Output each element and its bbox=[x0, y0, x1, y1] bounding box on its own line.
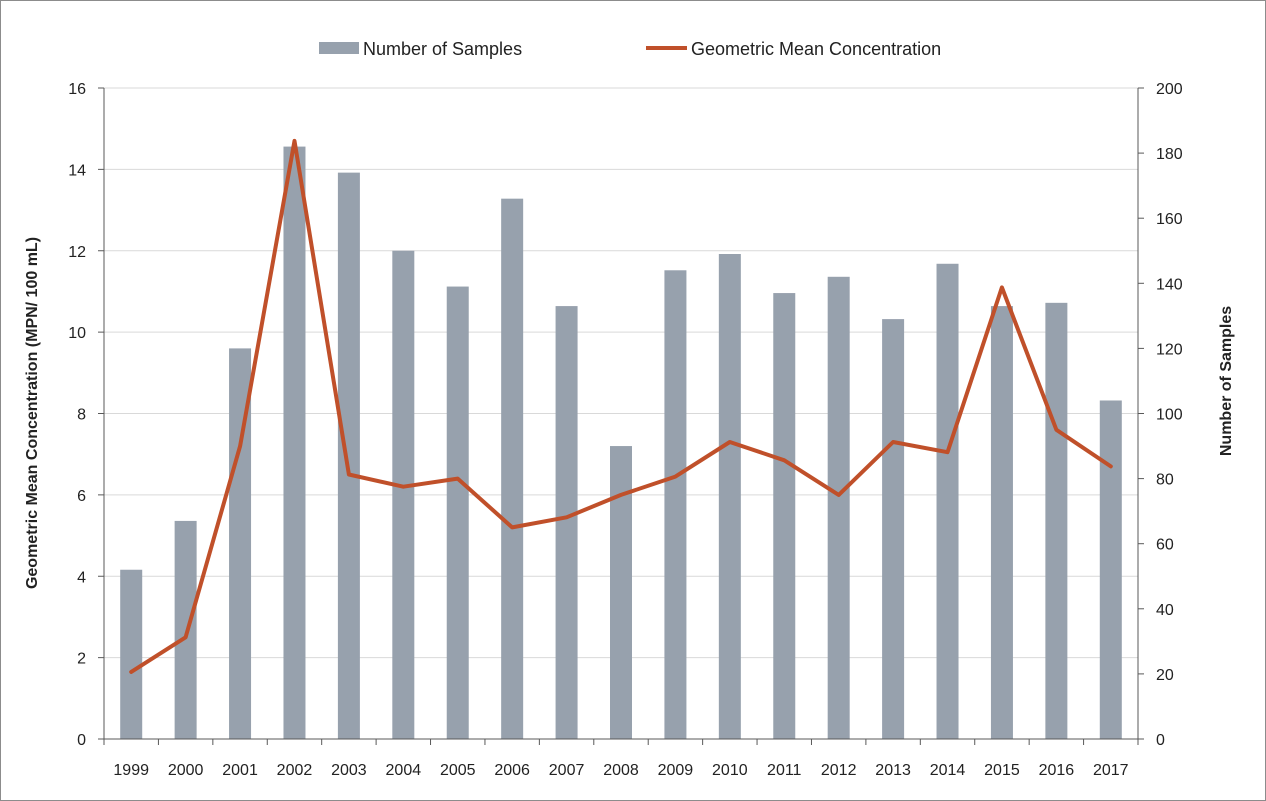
line-point-2008 bbox=[619, 493, 623, 497]
bar-2009 bbox=[664, 270, 687, 739]
left-tick-label-4: 4 bbox=[77, 569, 86, 586]
right-tick-label-140: 140 bbox=[1156, 276, 1183, 293]
line-point-2002 bbox=[292, 139, 296, 143]
bar-2004 bbox=[392, 250, 415, 739]
x-tick-label-2013: 2013 bbox=[875, 762, 911, 779]
left-axis-ticks: 0 2 4 6 8 10 12 14 16 bbox=[68, 81, 104, 749]
line-point-2001 bbox=[238, 444, 242, 448]
right-axis-ticks: 0 20 40 60 80 100 120 140 160 180 200 bbox=[1138, 81, 1183, 749]
line-point-1999 bbox=[129, 670, 133, 674]
x-tick-label-2009: 2009 bbox=[658, 762, 694, 779]
right-tick-label-40: 40 bbox=[1156, 602, 1174, 619]
right-tick-label-180: 180 bbox=[1156, 146, 1183, 163]
line-point-2017 bbox=[1109, 464, 1113, 468]
left-tick-label-10: 10 bbox=[68, 325, 86, 342]
left-tick-label-0: 0 bbox=[77, 732, 86, 749]
bar-2012 bbox=[827, 276, 850, 739]
x-tick-label-2015: 2015 bbox=[984, 762, 1020, 779]
right-tick-label-60: 60 bbox=[1156, 537, 1174, 554]
right-tick-label-120: 120 bbox=[1156, 341, 1183, 358]
x-tick-label-2002: 2002 bbox=[277, 762, 313, 779]
line-point-2012 bbox=[837, 493, 841, 497]
line-point-2016 bbox=[1054, 428, 1058, 432]
legend-swatch-number-of-samples bbox=[319, 42, 359, 54]
legend: Number of Samples Geometric Mean Concent… bbox=[319, 39, 941, 59]
bar-1999 bbox=[120, 569, 143, 739]
line-point-2010 bbox=[728, 440, 732, 444]
line-point-2014 bbox=[946, 450, 950, 454]
line-point-2015 bbox=[1000, 285, 1004, 289]
right-tick-label-100: 100 bbox=[1156, 407, 1183, 424]
left-tick-label-6: 6 bbox=[77, 488, 86, 505]
x-tick-label-2003: 2003 bbox=[331, 762, 367, 779]
legend-label-geometric-mean: Geometric Mean Concentration bbox=[691, 39, 941, 59]
right-tick-label-0: 0 bbox=[1156, 732, 1165, 749]
left-tick-label-2: 2 bbox=[77, 651, 86, 668]
x-tick-label-2008: 2008 bbox=[603, 762, 639, 779]
x-tick-label-2012: 2012 bbox=[821, 762, 857, 779]
bar-2008 bbox=[610, 446, 632, 739]
right-tick-label-200: 200 bbox=[1156, 81, 1183, 98]
left-tick-label-8: 8 bbox=[77, 407, 86, 424]
line-point-2000 bbox=[184, 635, 188, 639]
x-tick-label-2007: 2007 bbox=[549, 762, 585, 779]
x-tick-label-2005: 2005 bbox=[440, 762, 476, 779]
x-tick-label-2014: 2014 bbox=[930, 762, 966, 779]
bar-2016 bbox=[1045, 302, 1068, 739]
line-point-2013 bbox=[891, 440, 895, 444]
line-point-2005 bbox=[456, 477, 460, 481]
left-tick-label-12: 12 bbox=[68, 244, 86, 261]
x-tick-label-2004: 2004 bbox=[386, 762, 422, 779]
bar-2006 bbox=[501, 198, 524, 740]
left-tick-label-14: 14 bbox=[68, 162, 86, 179]
x-axis-ticks: 1999 2000 2001 2002 2003 2004 2005 2006 2007 2008… bbox=[103, 739, 1139, 779]
line-point-2011 bbox=[782, 458, 786, 462]
line-point-2007 bbox=[565, 515, 569, 519]
bar-2001 bbox=[229, 348, 252, 739]
line-point-2006 bbox=[510, 525, 514, 529]
left-axis-title: Geometric Mean Concentration (MPN/ 100 m… bbox=[24, 237, 41, 589]
bar-series-number-of-samples bbox=[120, 146, 1122, 740]
x-tick-label-1999: 1999 bbox=[113, 762, 149, 779]
bar-2007 bbox=[555, 306, 578, 739]
left-tick-label-16: 16 bbox=[68, 81, 86, 98]
x-tick-label-2011: 2011 bbox=[767, 762, 802, 779]
line-series-geometric-mean bbox=[129, 138, 1113, 674]
right-tick-label-20: 20 bbox=[1156, 667, 1174, 684]
x-tick-label-2016: 2016 bbox=[1039, 762, 1075, 779]
bar-2014 bbox=[936, 263, 959, 739]
bar-2011 bbox=[773, 293, 796, 739]
line-point-2003 bbox=[347, 473, 351, 477]
bar-2013 bbox=[882, 319, 905, 739]
x-tick-label-2001: 2001 bbox=[222, 762, 258, 779]
bar-2002 bbox=[283, 146, 306, 740]
right-tick-label-80: 80 bbox=[1156, 472, 1174, 489]
x-tick-label-2010: 2010 bbox=[712, 762, 748, 779]
x-tick-label-2017: 2017 bbox=[1093, 762, 1129, 779]
line-point-2009 bbox=[673, 475, 677, 479]
legend-label-number-of-samples: Number of Samples bbox=[363, 39, 522, 59]
x-tick-label-2006: 2006 bbox=[494, 762, 530, 779]
right-axis-title: Number of Samples bbox=[1218, 306, 1235, 456]
bar-2005 bbox=[446, 286, 469, 739]
line-point-2004 bbox=[401, 485, 405, 489]
bar-2003 bbox=[337, 172, 360, 739]
bar-2015 bbox=[990, 306, 1013, 739]
right-tick-label-160: 160 bbox=[1156, 211, 1183, 228]
bar-2017 bbox=[1099, 400, 1122, 739]
bar-2010 bbox=[718, 254, 741, 739]
x-tick-label-2000: 2000 bbox=[168, 762, 204, 779]
